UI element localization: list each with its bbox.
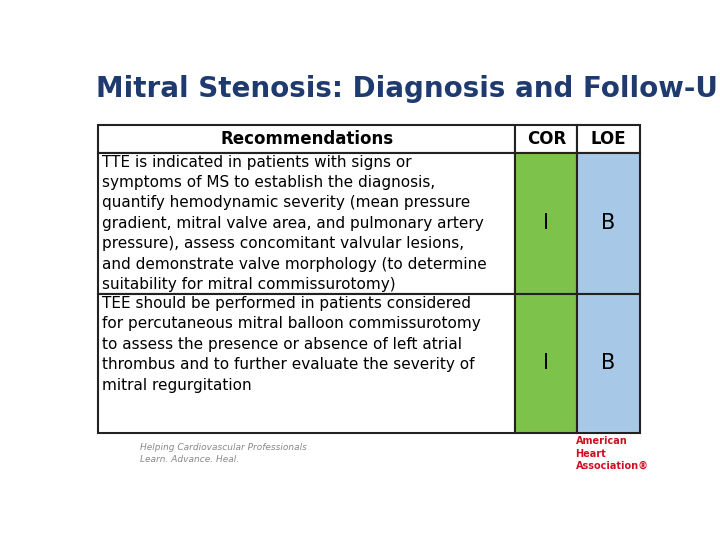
Text: Recommendations: Recommendations xyxy=(220,130,393,148)
Text: B: B xyxy=(601,213,616,233)
Text: TTE is indicated in patients with signs or
symptoms of MS to establish the diagn: TTE is indicated in patients with signs … xyxy=(102,154,487,292)
Bar xyxy=(577,153,639,294)
Text: TEE should be performed in patients considered
for percutaneous mitral balloon c: TEE should be performed in patients cons… xyxy=(102,296,481,393)
Text: LOE: LOE xyxy=(590,130,626,148)
Bar xyxy=(99,125,515,153)
Bar xyxy=(515,153,577,294)
Bar xyxy=(515,294,577,433)
Text: I: I xyxy=(544,213,549,233)
Bar xyxy=(577,125,639,153)
Bar xyxy=(577,294,639,433)
Text: American
Heart
Association®: American Heart Association® xyxy=(575,436,649,471)
Bar xyxy=(99,153,515,294)
Bar xyxy=(515,125,577,153)
Bar xyxy=(99,294,515,433)
Text: Helping Cardiovascular Professionals
Learn. Advance. Heal.: Helping Cardiovascular Professionals Lea… xyxy=(140,443,307,464)
Text: COR: COR xyxy=(526,130,566,148)
Text: Mitral Stenosis: Diagnosis and Follow-Up: Mitral Stenosis: Diagnosis and Follow-Up xyxy=(96,75,720,103)
Text: I: I xyxy=(544,354,549,374)
Text: B: B xyxy=(601,354,616,374)
